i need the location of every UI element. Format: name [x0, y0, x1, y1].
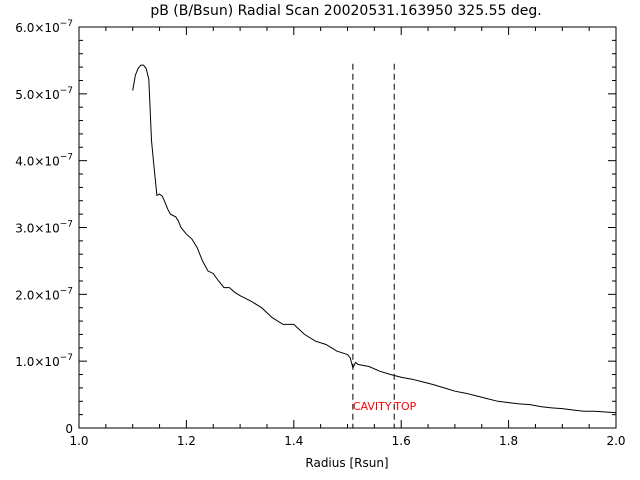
- y-tick-label: 1.0×10−7: [15, 353, 73, 369]
- annotation-label: CAVITY: [353, 400, 392, 413]
- y-tick-exponent: −7: [60, 353, 73, 363]
- y-tick-mantissa: 1.0×10: [15, 355, 59, 369]
- plot-frame: [78, 26, 617, 429]
- y-tick-label: 6.0×10−7: [15, 19, 73, 35]
- series-line: [132, 64, 617, 414]
- y-tick-exponent: −7: [60, 220, 73, 230]
- x-tick-label: 1.4: [284, 434, 303, 448]
- x-tick-label: 1.2: [177, 434, 196, 448]
- y-axis-ticks: 01.0×10−72.0×10−73.0×10−74.0×10−75.0×10−…: [15, 19, 616, 436]
- reference-lines: CAVITY TOP: [352, 63, 417, 428]
- y-tick-label: 5.0×10−7: [15, 86, 73, 102]
- y-tick-exponent: −7: [60, 19, 73, 29]
- y-tick-label: 4.0×10−7: [15, 153, 73, 169]
- y-tick-exponent: −7: [60, 86, 73, 96]
- y-tick-label: 0: [65, 422, 73, 436]
- y-tick-exponent: −7: [60, 286, 73, 296]
- x-tick-label: 1.0: [69, 434, 88, 448]
- x-axis-ticks: 1.0 1.2 1.4 1.6 1.8 2.0: [69, 27, 626, 448]
- x-tick-label: 1.8: [499, 434, 518, 448]
- x-axis-label: Radius [Rsun]: [305, 456, 388, 470]
- x-tick-label: 1.6: [392, 434, 411, 448]
- y-tick-mantissa: 0: [65, 422, 73, 436]
- y-tick-mantissa: 6.0×10: [15, 21, 59, 35]
- y-tick-label: 3.0×10−7: [15, 220, 73, 236]
- annotation-label: TOP: [393, 400, 416, 413]
- y-tick-exponent: −7: [60, 153, 73, 163]
- y-tick-mantissa: 4.0×10: [15, 155, 59, 169]
- y-tick-mantissa: 3.0×10: [15, 222, 59, 236]
- chart-title: pB (B/Bsun) Radial Scan 20020531.163950 …: [150, 3, 541, 19]
- y-tick-label: 2.0×10−7: [15, 286, 73, 302]
- y-tick-mantissa: 5.0×10: [15, 88, 59, 102]
- x-tick-label: 2.0: [606, 434, 625, 448]
- y-tick-mantissa: 2.0×10: [15, 288, 59, 302]
